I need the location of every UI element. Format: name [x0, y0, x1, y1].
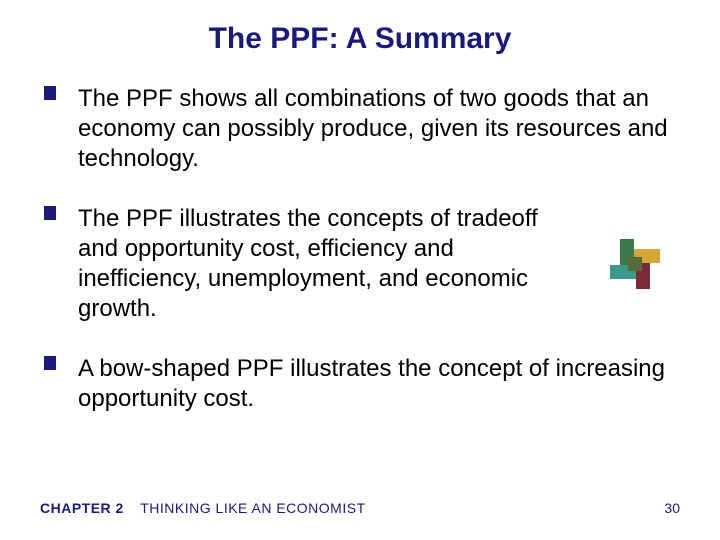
slide-title: The PPF: A Summary [40, 22, 680, 56]
bullet-item: A bow-shaped PPF illustrates the concept… [44, 354, 680, 414]
publisher-logo-icon [606, 235, 664, 293]
bullet-item: The PPF illustrates the concepts of trad… [44, 204, 680, 324]
slide: The PPF: A Summary The PPF shows all com… [0, 0, 720, 540]
bullet-list: The PPF shows all combinations of two go… [40, 84, 680, 414]
page-number: 30 [664, 500, 680, 516]
bullet-mark-icon [44, 206, 56, 220]
footer-chapter: CHAPTER 2 [40, 500, 124, 516]
bullet-text: A bow-shaped PPF illustrates the concept… [78, 355, 665, 412]
bullet-text: The PPF illustrates the concepts of trad… [78, 205, 538, 322]
bullet-text: The PPF shows all combinations of two go… [78, 85, 668, 172]
bullet-mark-icon [44, 86, 56, 100]
bullet-mark-icon [44, 356, 56, 370]
footer-subtitle: THINKING LIKE AN ECONOMIST [140, 500, 365, 516]
bullet-item: The PPF shows all combinations of two go… [44, 84, 680, 174]
footer: CHAPTER 2 THINKING LIKE AN ECONOMIST [40, 500, 366, 516]
